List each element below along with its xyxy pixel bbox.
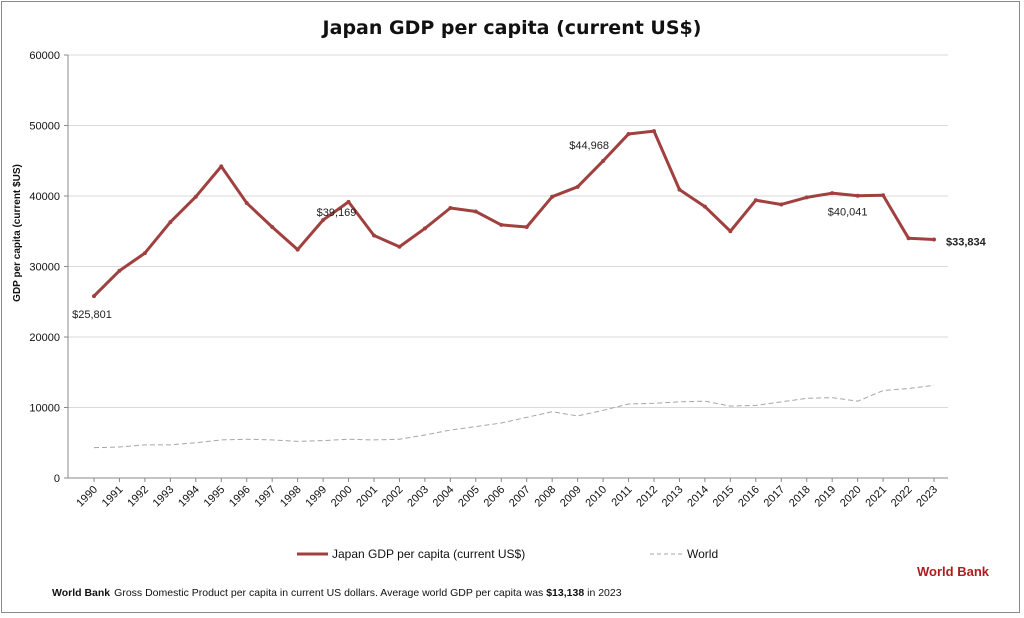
x-tick-label: 2019 [813,484,839,510]
japan-point [244,201,249,206]
y-tick-label: 10000 [29,403,60,415]
japan-point [142,251,147,256]
japan-point [499,222,504,227]
x-tick-label: 2006 [482,484,508,510]
japan-point [677,187,682,192]
x-tick-label: 2023 [914,484,940,510]
footer-tail: in 2023 [584,587,622,599]
legend-japan-label: Japan GDP per capita (current US$) [332,547,525,561]
data-label: $25,801 [72,309,112,321]
y-tick-label: 20000 [29,332,60,344]
chart-title: Japan GDP per capita (current US$) [321,17,702,39]
japan-point [473,209,478,214]
x-tick-label: 1992 [125,484,151,510]
japan-line [92,129,935,298]
japan-point [779,202,784,207]
japan-point [728,229,733,234]
japan-point [422,226,427,231]
japan-point [321,217,326,222]
world-bank-badge: World Bank [917,564,990,579]
x-tick-label: 1991 [100,484,126,510]
x-tick-label: 2005 [456,484,482,510]
x-tick-label: 2022 [889,484,915,510]
x-tick-label: 2014 [685,484,711,510]
x-tick-label: 2002 [380,484,406,510]
japan-point [193,194,198,199]
japan-point [652,129,656,134]
japan-point [855,193,860,198]
y-tick-label: 50000 [29,121,60,133]
japan-point [702,204,707,209]
japan-point [168,220,173,225]
x-tick-label: 1999 [303,484,329,510]
x-tick-label: 1995 [202,484,228,510]
data-label: $33,834 [946,236,987,248]
japan-point [626,131,631,136]
japan-point [753,198,758,203]
japan-point [397,244,402,249]
y-tick-label: 0 [54,473,60,485]
x-tick-label: 1996 [227,484,253,510]
legend-world-label: World [687,547,718,561]
x-tick-label: 2015 [711,484,737,510]
footer-highlight: $13,138 [546,587,584,599]
japan-point [346,199,351,204]
data-label: $39,169 [317,207,357,219]
japan-point [804,195,809,200]
x-tick-label: 2012 [634,484,660,510]
x-tick-label: 2021 [863,484,889,510]
x-tick-label: 2007 [507,484,533,510]
japan-point [372,233,376,238]
x-tick-label: 1994 [176,484,202,510]
japan-point [524,225,529,230]
x-tick-label: 2016 [736,484,762,510]
japan-point [906,236,911,241]
japan-point [830,191,835,196]
footer-source: World Bank [52,587,110,599]
x-tick-label: 1997 [253,484,279,510]
japan-point [550,194,555,199]
x-tick-label: 2020 [838,484,864,510]
footer-text: Gross Domestic Product per capita in cur… [114,587,546,599]
y-tick-label: 30000 [29,262,60,274]
x-tick-label: 2013 [660,484,686,510]
x-tick-label: 2011 [609,484,634,509]
x-tick-label: 2010 [583,484,609,510]
japan-point [932,237,936,242]
japan-point [575,184,580,189]
japan-point [881,193,886,198]
data-label: $44,968 [569,140,609,152]
x-tick-label: 2017 [762,484,788,510]
y-tick-label: 60000 [29,50,60,62]
y-tick-label: 40000 [29,191,60,203]
japan-point [601,158,606,163]
data-label: $40,041 [828,207,868,219]
japan-point [117,268,122,273]
x-tick-label: 1993 [151,484,177,510]
y-axis-label: GDP per capita (current $US) [12,164,23,302]
x-tick-label: 1998 [278,484,304,510]
world-line [93,384,935,449]
footer-note: World Bank Gross Domestic Product per cap… [52,587,622,599]
x-tick-label: 2001 [354,484,380,510]
japan-point [295,247,300,252]
x-tick-label: 2000 [329,484,355,510]
japan-point [92,294,96,299]
x-tick-label: 1990 [74,484,100,510]
x-tick-label: 2004 [431,484,457,510]
x-tick-label: 2003 [405,484,431,510]
x-tick-label: 2008 [533,484,559,510]
japan-point [270,225,275,230]
japan-point [219,164,224,169]
x-tick-label: 2009 [558,484,584,510]
x-tick-label: 2018 [787,484,813,510]
japan-point [448,205,453,210]
